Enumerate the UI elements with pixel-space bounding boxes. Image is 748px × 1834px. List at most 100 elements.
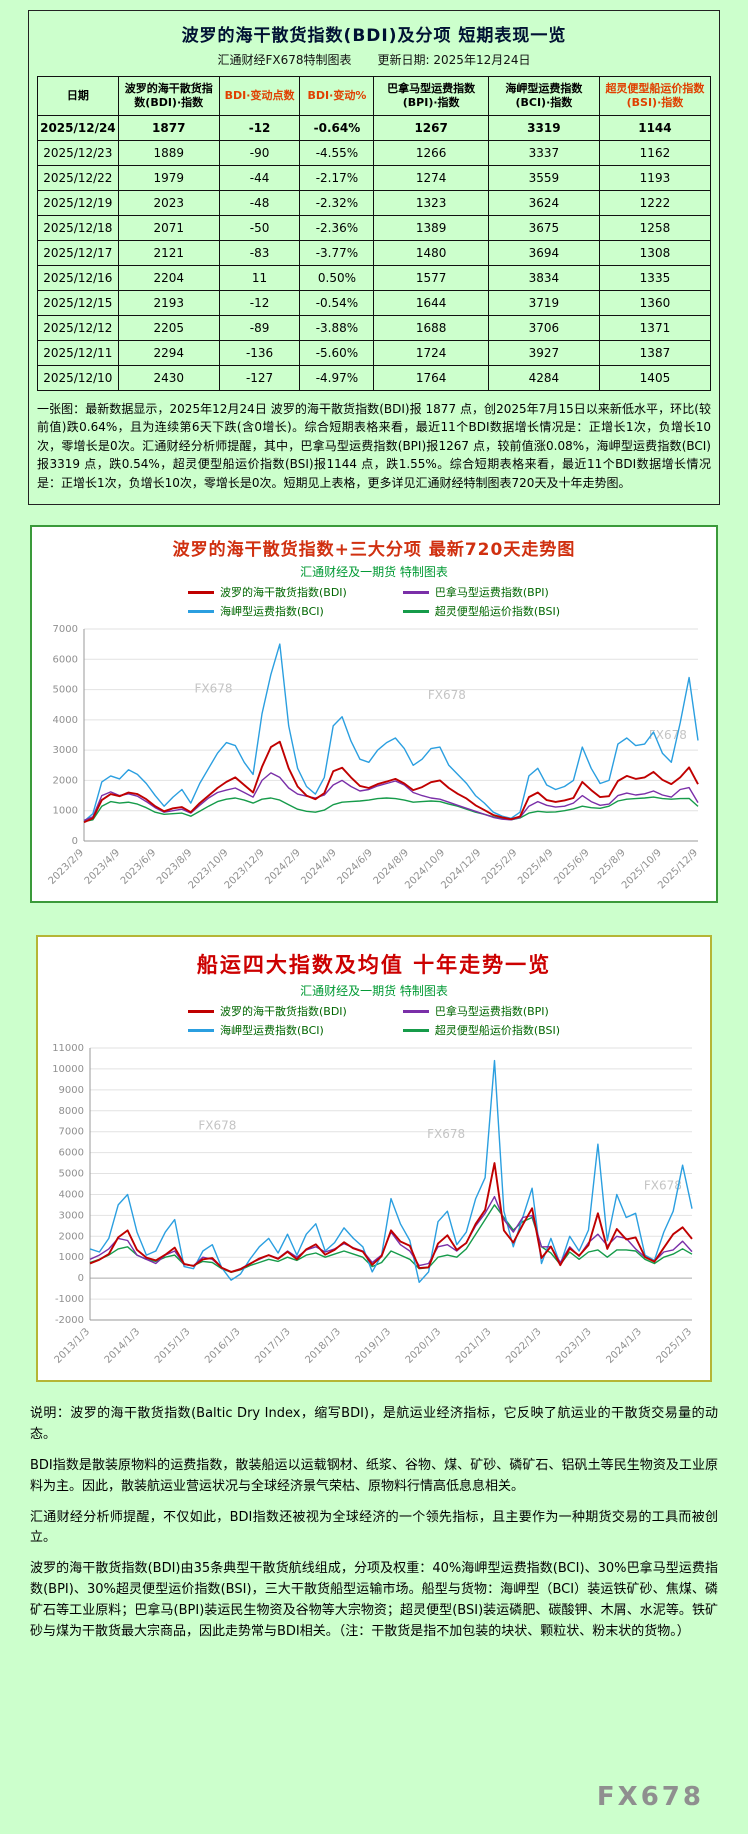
- table-cell: 2025/12/15: [37, 289, 119, 316]
- table-cell: 1480: [373, 239, 489, 266]
- y-tick-label: 1000: [59, 1253, 84, 1264]
- table-cell: 1274: [373, 164, 489, 191]
- page-title: 波罗的海干散货指数(BDI)及分项 短期表现一览: [181, 26, 567, 46]
- table-cell: -12: [218, 289, 301, 316]
- page-subtitle: 汇通财经FX678特制图表 更新日期: 2025年12月24日: [37, 51, 711, 68]
- table-cell: 2025/12/18: [37, 214, 119, 241]
- y-tick-label: 6000: [53, 655, 78, 666]
- chart-watermark: FX678: [427, 1127, 465, 1141]
- table-cell: 1360: [598, 289, 712, 316]
- chart-watermark: FX678: [198, 1119, 236, 1133]
- x-tick-label: 2016/1/3: [203, 1327, 243, 1367]
- table-cell: -5.60%: [299, 339, 375, 366]
- table-cell: 2025/12/24: [37, 114, 119, 141]
- table-cell: 1644: [373, 289, 489, 316]
- table-row: 2025/12/18 2071 -50 -2.36% 1389 3675 1258: [37, 214, 712, 241]
- x-tick-label: 2017/1/3: [253, 1327, 293, 1367]
- y-tick-label: 0: [78, 1274, 84, 1285]
- table-cell: 2071: [117, 214, 220, 241]
- legend-swatch: [187, 609, 214, 613]
- table-cell: 2025/12/11: [37, 339, 119, 366]
- table-cell: 2023: [117, 189, 220, 216]
- y-tick-label: -1000: [55, 1295, 84, 1306]
- x-tick-label: 2025/1/3: [655, 1327, 695, 1367]
- table-row: 2025/12/23 1889 -90 -4.55% 1266 3337 1162: [37, 139, 712, 166]
- table-cell: 3927: [487, 339, 600, 366]
- y-tick-label: 5000: [53, 685, 78, 696]
- table-cell: 1335: [598, 264, 712, 291]
- table-header-cell: BDI·变动%: [299, 76, 375, 116]
- table-cell: 3319: [487, 114, 600, 141]
- table-cell: -83: [218, 239, 301, 266]
- table-cell: 1764: [373, 364, 489, 391]
- x-tick-label: 2023/6/9: [119, 848, 159, 888]
- table-body: 2025/12/24 1877 -12 -0.64% 1267 3319 1144 2025/…: [37, 114, 712, 391]
- y-tick-label: 10000: [52, 1064, 84, 1075]
- footer-paragraph: 说明：波罗的海干散货指数(Baltic Dry Index，缩写BDI)，是航运…: [30, 1406, 718, 1443]
- legend-item: 超灵便型船运价指数(BSI): [402, 603, 560, 619]
- chart-line: [83, 741, 699, 824]
- legend-label: 巴拿马型运费指数(BPI): [434, 1005, 549, 1019]
- table-cell: 3559: [487, 164, 600, 191]
- table-cell: 1371: [598, 314, 712, 341]
- table-cell: -44: [218, 164, 301, 191]
- table-cell: 3834: [487, 264, 600, 291]
- bdi-short-term-table: 日期 波罗的海干散货指数(BDI)·指数 BDI·变动点数 BDI·变动% 巴拿马型运费…: [37, 76, 712, 391]
- table-cell: 1266: [373, 139, 489, 166]
- x-tick-label: 2020/1/3: [404, 1327, 444, 1367]
- table-row: 2025/12/10 2430 -127 -4.97% 1764 4284 1405: [37, 364, 712, 391]
- legend-item: 波罗的海干散货指数(BDI): [187, 584, 347, 600]
- x-tick-label: 2022/1/3: [504, 1327, 544, 1367]
- table-cell: 2025/12/22: [37, 164, 119, 191]
- x-tick-label: 2018/1/3: [303, 1327, 343, 1367]
- table-cell: 4284: [487, 364, 600, 391]
- y-tick-label: 7000: [59, 1127, 84, 1138]
- table-row: 2025/12/11 2294 -136 -5.60% 1724 3927 1387: [37, 339, 712, 366]
- chart-720-subtitle: 汇通财经及一期货 特制图表: [300, 565, 448, 580]
- x-tick-label: 2024/4/9: [299, 848, 339, 888]
- x-tick-label: 2023/1/3: [554, 1327, 594, 1367]
- chart-watermark: FX678: [195, 682, 233, 696]
- table-cell: 2294: [117, 339, 220, 366]
- table-cell: -4.97%: [299, 364, 375, 391]
- table-cell: 2193: [117, 289, 220, 316]
- table-cell: 1877: [117, 114, 220, 141]
- table-cell: 2430: [117, 364, 220, 391]
- table-cell: -0.64%: [299, 114, 375, 141]
- table-header-row: 日期 波罗的海干散货指数(BDI)·指数 BDI·变动点数 BDI·变动% 巴拿马型运费…: [37, 76, 712, 116]
- footer-notes: 说明：波罗的海干散货指数(Baltic Dry Index，缩写BDI)，是航运…: [30, 1404, 718, 1642]
- legend-swatch: [187, 1009, 214, 1013]
- table-cell: 11: [218, 264, 301, 291]
- table-cell: 1144: [598, 114, 712, 141]
- chart-10y-subtitle: 汇通财经及一期货 特制图表: [300, 984, 448, 999]
- legend-label: 波罗的海干散货指数(BDI): [219, 1005, 347, 1019]
- table-cell: 2121: [117, 239, 220, 266]
- y-tick-label: 0: [72, 836, 78, 847]
- legend-swatch: [402, 1028, 429, 1032]
- table-cell: 1405: [598, 364, 712, 391]
- y-tick-label: -2000: [55, 1315, 84, 1326]
- table-row: 2025/12/17 2121 -83 -3.77% 1480 3694 1308: [37, 239, 712, 266]
- table-header-cell: BDI·变动点数: [218, 76, 301, 116]
- table-header-cell: 超灵便型船运价指数(BSI)·指数: [598, 76, 712, 116]
- table-cell: -4.55%: [299, 139, 375, 166]
- table-cell: 1323: [373, 189, 489, 216]
- table-cell: 1979: [117, 164, 220, 191]
- table-cell: 2025/12/17: [37, 239, 119, 266]
- table-header-cell: 日期: [37, 76, 119, 116]
- table-cell: 3675: [487, 214, 600, 241]
- table-cell: -127: [218, 364, 301, 391]
- legend-swatch: [402, 1009, 429, 1013]
- chart-watermark: FX678: [428, 688, 466, 702]
- chart-10y-panel: 船运四大指数及均值 十年走势一览 汇通财经及一期货 特制图表 波罗的海干散货指数…: [36, 935, 712, 1383]
- y-tick-label: 4000: [59, 1190, 84, 1201]
- chart-line: [83, 772, 699, 822]
- table-cell: 1162: [598, 139, 712, 166]
- y-tick-label: 7000: [53, 624, 78, 635]
- table-head: 日期 波罗的海干散货指数(BDI)·指数 BDI·变动点数 BDI·变动% 巴拿马型运费…: [37, 76, 712, 116]
- table-row: 2025/12/15 2193 -12 -0.54% 1644 3719 1360: [37, 289, 712, 316]
- table-row: 2025/12/16 2204 11 0.50% 1577 3834 1335: [37, 264, 712, 291]
- table-cell: 2025/12/23: [37, 139, 119, 166]
- legend-swatch: [402, 609, 429, 613]
- chart-720-panel: 波罗的海干散货指数+三大分项 最新720天走势图 汇通财经及一期货 特制图表 波…: [30, 525, 718, 904]
